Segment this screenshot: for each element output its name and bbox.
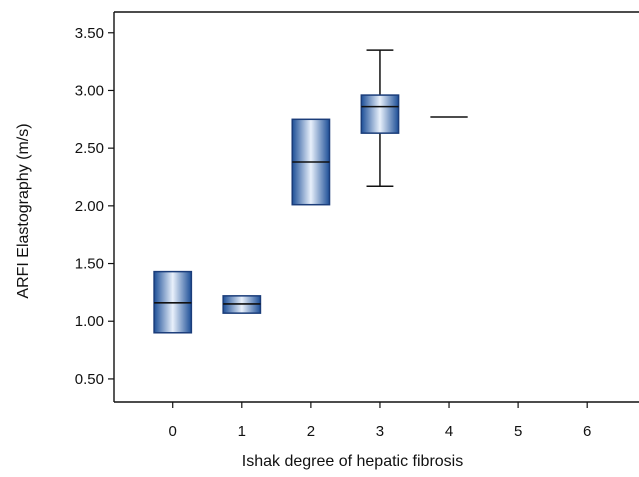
x-axis-label: Ishak degree of hepatic fibrosis bbox=[242, 453, 463, 470]
x-tick-label: 5 bbox=[514, 423, 522, 440]
x-tick-label: 2 bbox=[307, 423, 315, 440]
y-tick-label: 3.50 bbox=[75, 25, 104, 42]
x-tick-label: 0 bbox=[169, 423, 177, 440]
box-category-0 bbox=[153, 270, 193, 334]
y-axis-label: ARFI Elastography (m/s) bbox=[15, 123, 32, 298]
y-tick-label: 2.00 bbox=[75, 198, 104, 215]
boxplot-series bbox=[153, 49, 468, 334]
y-tick-label: 3.00 bbox=[75, 82, 104, 99]
x-axis-ticks: 0 1 2 3 4 5 6 bbox=[169, 402, 591, 440]
plot-frame bbox=[113, 11, 639, 403]
box-body bbox=[360, 94, 400, 134]
x-tick-label: 6 bbox=[583, 423, 591, 440]
box-category-3 bbox=[360, 49, 400, 187]
y-tick-label: 0.50 bbox=[75, 371, 104, 388]
box-category-2 bbox=[291, 118, 331, 206]
y-tick-label: 1.00 bbox=[75, 313, 104, 330]
x-tick-label: 4 bbox=[445, 423, 453, 440]
x-tick-label: 1 bbox=[238, 423, 246, 440]
x-tick-label: 3 bbox=[376, 423, 384, 440]
y-axis-ticks: 0.50 1.00 1.50 2.00 2.50 3.00 3.50 bbox=[75, 25, 114, 388]
y-tick-label: 2.50 bbox=[75, 140, 104, 157]
box-category-1 bbox=[222, 295, 262, 314]
y-tick-label: 1.50 bbox=[75, 256, 104, 273]
